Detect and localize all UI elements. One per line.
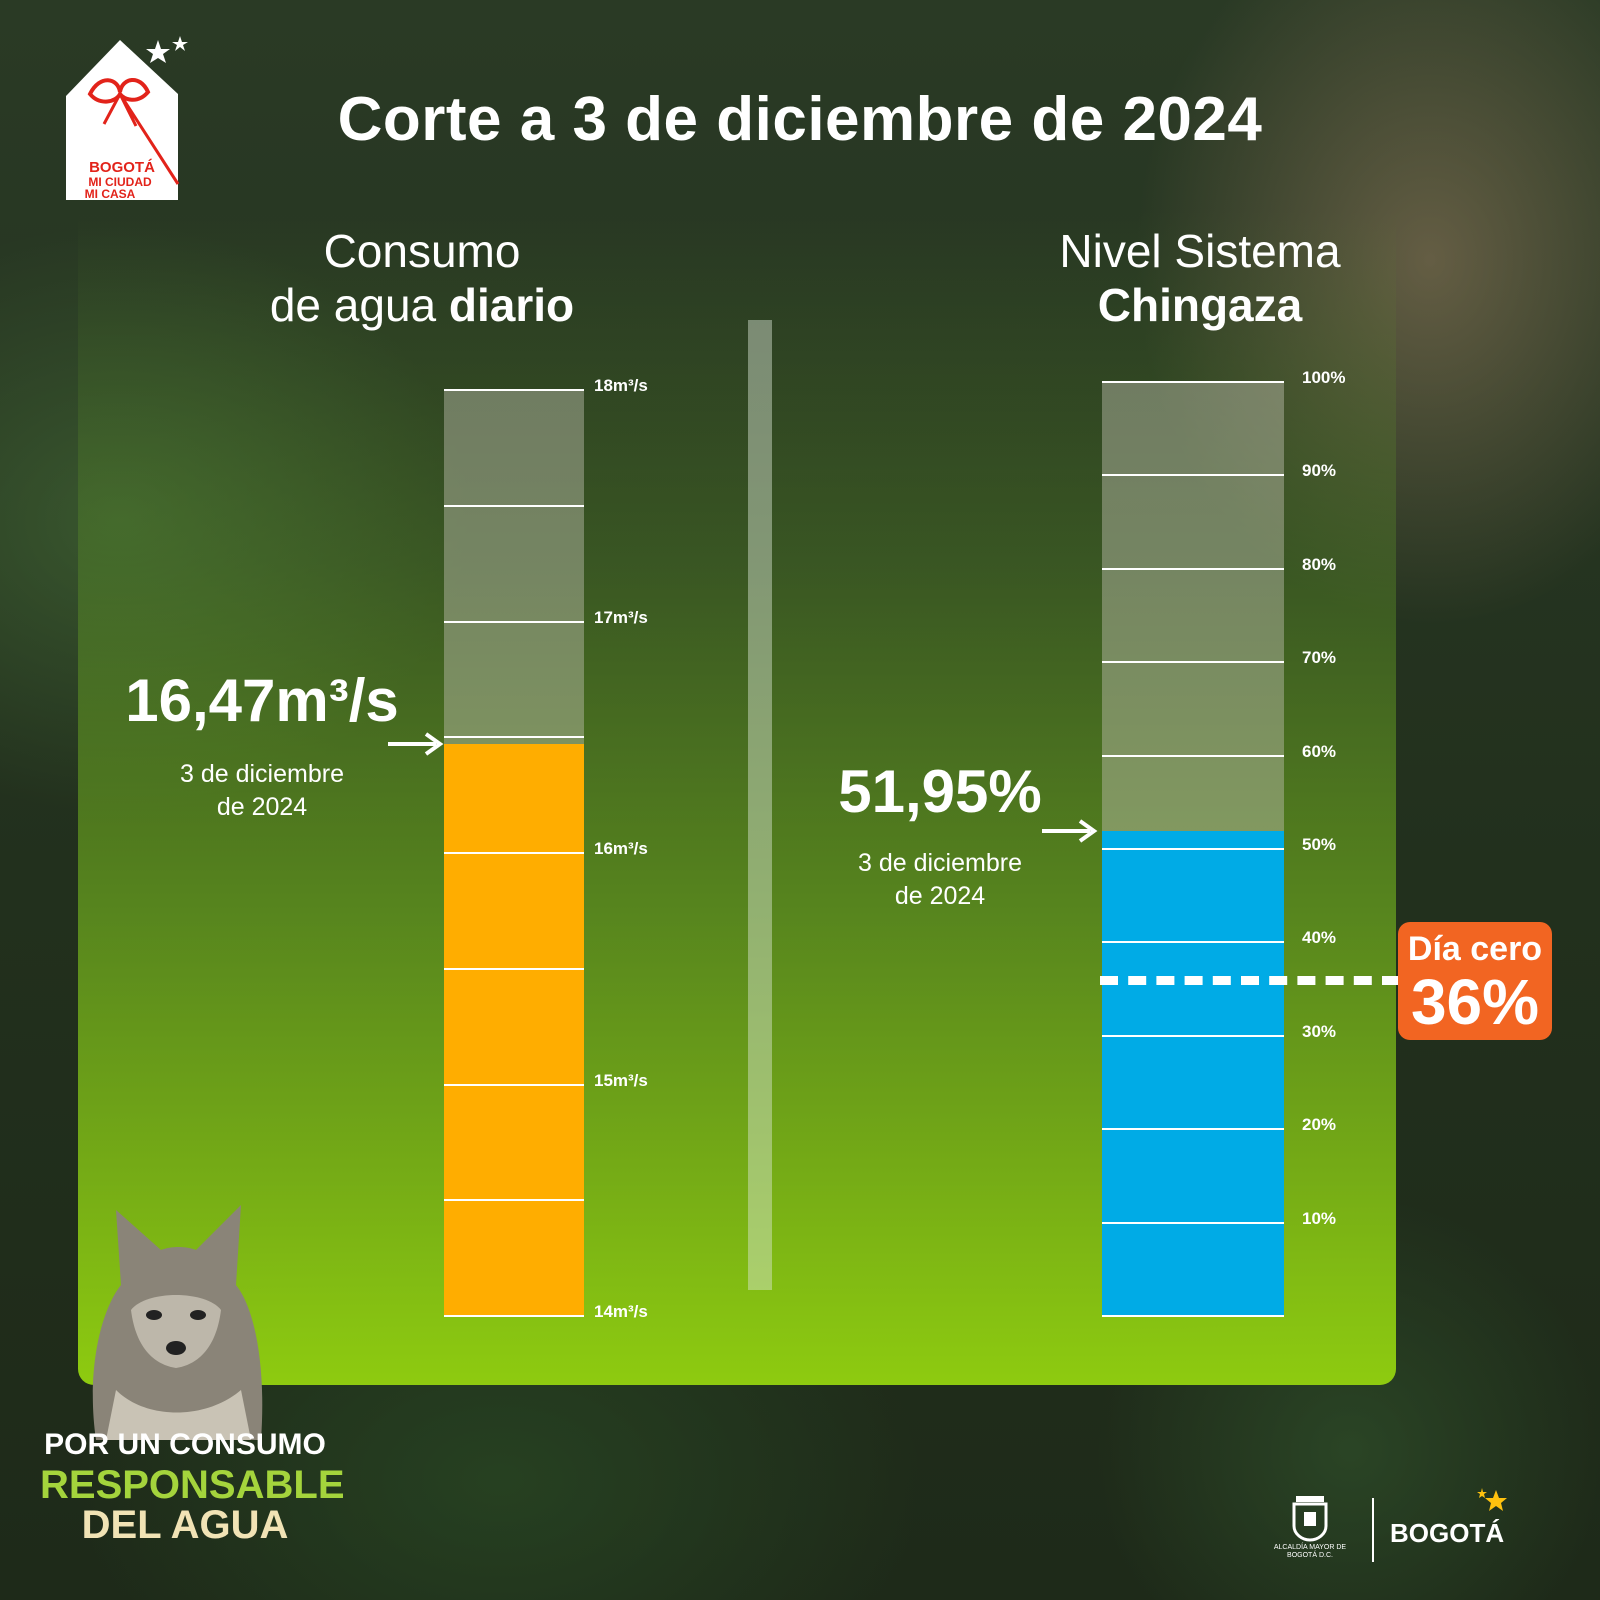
slogan: POR UN CONSUMO RESPONSABLE DEL AGUA [40,1425,345,1547]
consumption-gridline [444,1315,584,1317]
consumption-chart-title: Consumo de agua diario [232,224,612,332]
chingaza-gridline [1102,848,1284,850]
chingaza-tick-label: 70% [1302,648,1337,668]
chingaza-tick-label: 10% [1302,1208,1337,1228]
chingaza-tick-label: 80% [1302,554,1337,574]
consumption-gridline [444,852,584,854]
consumption-tick-label: 18m³/s [594,376,648,395]
consumption-title-line1: Consumo [323,225,521,277]
stars-icon [146,36,188,63]
day-zero-threshold-line [1100,975,1400,985]
chingaza-tick-label: 50% [1302,835,1337,854]
chingaza-gridline [1102,474,1284,477]
chingaza-gridline [1102,381,1284,383]
chingaza-tick-label: 60% [1302,741,1337,761]
bogota-mi-casa-logo: BOGOTÁ MI CIUDAD MI CASA [60,34,190,209]
andean-fox-image [76,1190,276,1445]
chingaza-arrow-icon [1042,819,1098,843]
slogan-line1: POR UN CONSUMO [44,1428,326,1461]
chingaza-gridline [1102,567,1284,570]
consumption-arrow-icon [388,732,444,756]
logo-line1: BOGOTÁ [89,159,155,176]
consumption-tick-label: 14m³/s [594,1302,648,1321]
chingaza-gridline [1102,754,1284,757]
chingaza-tick-label: 90% [1302,461,1337,481]
consumption-gridline [444,620,584,623]
consumption-bar [444,744,584,1316]
day-zero-value: 36% [1410,966,1540,1038]
day-zero-label: Día cero [1407,930,1543,968]
consumption-gridline [444,389,584,391]
chingaza-tick-label: 30% [1302,1021,1337,1041]
chingaza-gridline [1102,1128,1284,1131]
center-divider [748,320,772,1290]
wordmark-stars-icon [1477,1488,1507,1511]
chingaza-gridline [1102,941,1284,944]
alcaldia-caption: ALCALDÍA MAYOR DE BOGOTÁ D.C. [1273,1544,1347,1559]
chingaza-tick-label: 40% [1302,928,1337,948]
chingaza-value-label: 51,95% [838,757,1042,825]
chingaza-chart-title: Nivel Sistema Chingaza [1010,224,1390,332]
chingaza-title-line2: Chingaza [1097,279,1303,331]
footer-separator [1372,1498,1374,1562]
consumption-date-label: 3 de diciembre de 2024 [180,760,344,822]
day-zero-badge: Día cero 36% [1398,922,1552,1040]
bogota-wordmark: BOGOTÁ [1390,1518,1505,1548]
chingaza-gridline [1102,1034,1284,1037]
consumption-gridline [444,504,584,507]
alcaldia-crest-icon [1292,1496,1328,1542]
consumption-tick-label: 16m³/s [594,839,648,858]
consumption-title-line2: de agua diario [269,279,575,331]
chingaza-gridline [1102,1315,1284,1317]
chingaza-gridline [1102,1221,1284,1224]
consumption-value-label: 16,47m³/s [125,667,399,735]
consumption-gridline [444,1199,584,1202]
chingaza-gridline [1102,661,1284,664]
consumption-gridline [444,967,584,970]
slogan-line2: RESPONSABLE [40,1463,345,1507]
consumption-gridline [444,736,584,739]
chingaza-tick-label: 100% [1302,368,1346,387]
chingaza-tick-label: 20% [1302,1115,1337,1135]
consumption-gridline [444,1083,584,1086]
consumption-tick-label: 15m³/s [594,1070,648,1090]
logo-line3: MI CASA [85,187,136,201]
chingaza-title-line1: Nivel Sistema [1059,225,1341,277]
logo-line2: MI CIUDAD [88,175,152,189]
chingaza-bar [1102,830,1284,1316]
slogan-line3: DEL AGUA [81,1503,289,1547]
chingaza-date-label: 3 de diciembre de 2024 [858,848,1022,910]
page-title: Corte a 3 de diciembre de 2024 [337,85,1263,154]
consumption-tick-label: 17m³/s [594,607,648,627]
